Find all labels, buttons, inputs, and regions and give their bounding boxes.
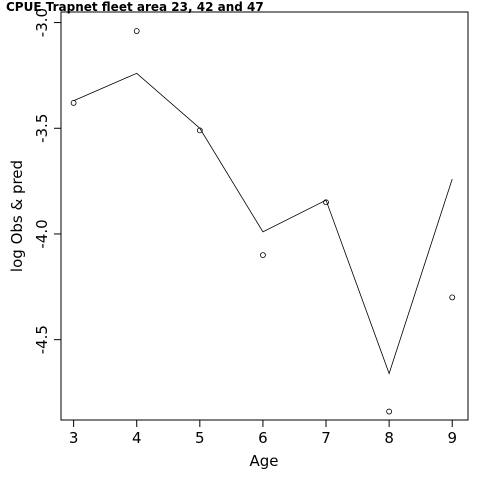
x-tick-label: 6 [258,429,268,447]
x-tick-label: 5 [195,429,205,447]
observed-point [70,100,77,106]
y-tick-label: -3.5 [33,114,51,143]
y-axis-label: log Obs & pred [8,160,26,272]
x-tick-label: 7 [321,429,331,447]
y-axis: -3.0 -3.5 -4.0 -4.5 [33,8,61,354]
y-tick-label: -3.0 [33,8,51,37]
observed-point [449,294,456,301]
observed-point [323,199,329,206]
plot-frame [60,11,469,421]
x-tick-label: 9 [447,429,457,447]
x-tick-label: 4 [132,429,142,447]
observed-point [386,408,393,415]
x-tick-label: 8 [384,429,394,447]
chart-title: CPUE Trapnet fleet area 23, 42 and 47 [6,0,264,14]
observed-points [70,28,456,415]
predicted-series-line [73,72,453,375]
predicted-line [73,72,453,375]
observed-point [260,252,266,259]
x-axis-label: Age [249,452,278,470]
x-axis: 3 4 5 6 7 8 9 [69,420,457,447]
y-tick-label: -4.0 [33,219,51,248]
observed-point [196,127,203,134]
observed-point [133,28,140,34]
x-tick-label: 3 [69,429,79,447]
y-tick-label: -4.5 [33,325,51,354]
